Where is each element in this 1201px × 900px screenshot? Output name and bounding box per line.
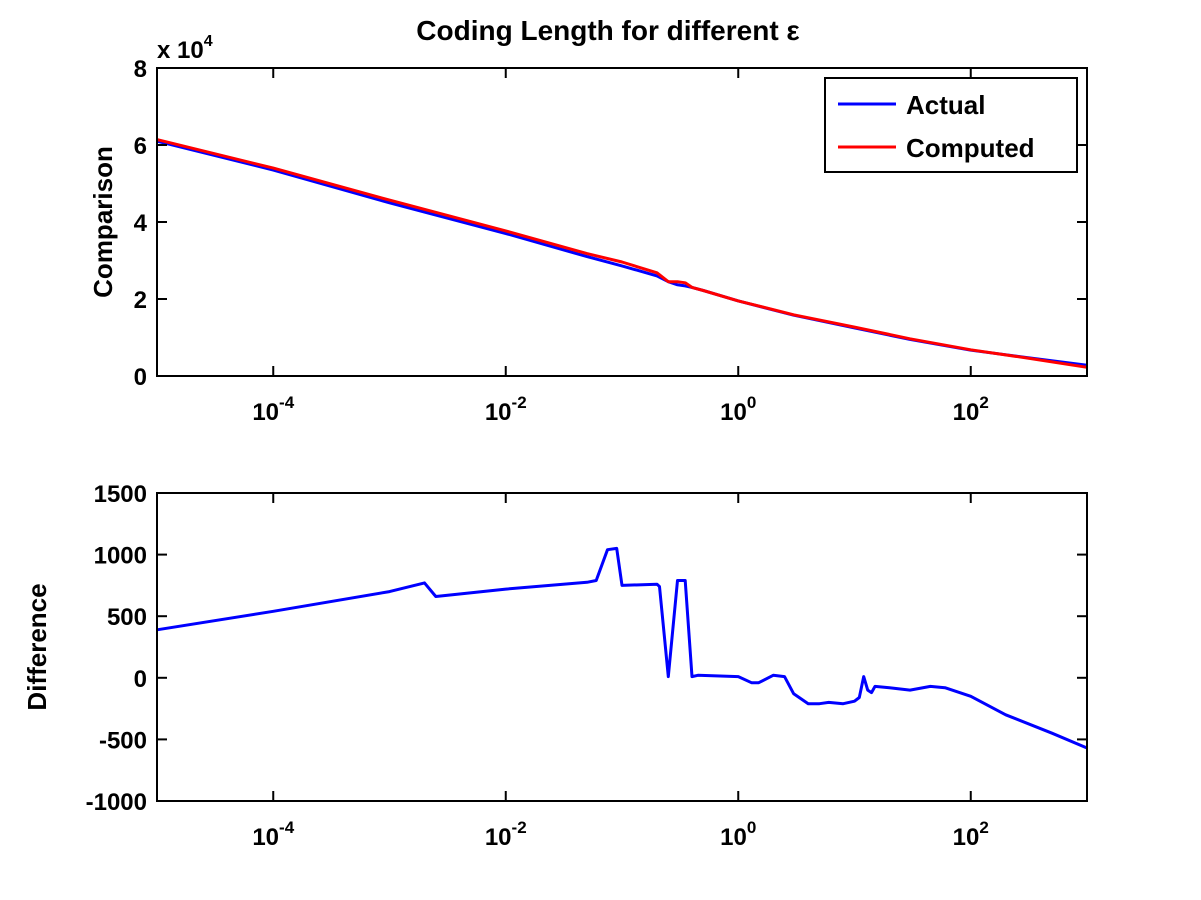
top-xtick-label: 102 xyxy=(953,393,989,426)
bottom-plot: -1000 -500 0 500 1000 1500 10-4 10-2 100 102 Diff… xyxy=(22,481,1088,851)
bottom-ytick-label: -500 xyxy=(99,727,147,754)
bottom-plot-ylabel: Difference xyxy=(22,583,52,710)
bottom-xtick-label: 10-2 xyxy=(485,818,527,851)
bottom-ytick-label: 1000 xyxy=(94,543,147,570)
bottom-xtick-label: 10-4 xyxy=(252,818,294,851)
bottom-xtick-label: 102 xyxy=(953,818,989,851)
top-plot-series-lines xyxy=(156,138,1088,369)
bottom-plot-frame xyxy=(156,492,1088,802)
legend-box xyxy=(824,77,1078,173)
bottom-series-line-difference xyxy=(156,546,1088,750)
chart-title: Coding Length for different ε xyxy=(416,15,799,46)
bottom-xtick-label: 100 xyxy=(720,818,756,851)
top-ytick-label: 8 xyxy=(134,56,147,83)
top-series-line-computed xyxy=(156,138,1088,369)
top-xtick-label: 100 xyxy=(720,393,756,426)
top-ytick-label: 4 xyxy=(134,210,148,237)
top-ytick-label: 6 xyxy=(134,133,147,160)
legend-label-actual: Actual xyxy=(906,90,985,120)
legend-label-computed: Computed xyxy=(906,133,1035,163)
top-plot-ticks: 0 2 4 6 8 10-4 10-2 100 102 xyxy=(134,56,1087,426)
bottom-ytick-label: 500 xyxy=(107,604,147,631)
y-exponent-power: 4 xyxy=(204,33,213,50)
legend: Actual Computed xyxy=(824,77,1078,173)
top-plot-ylabel: Comparison xyxy=(88,146,118,298)
bottom-plot-ticks: -1000 -500 0 500 1000 1500 10-4 10-2 100 102 xyxy=(86,481,1087,851)
bottom-ytick-label: -1000 xyxy=(86,789,147,816)
bottom-plot-series-lines xyxy=(156,546,1088,750)
top-ytick-label: 2 xyxy=(134,287,147,314)
y-exponent-label: x 104 xyxy=(157,33,213,64)
bottom-ytick-label: 1500 xyxy=(94,481,147,508)
top-xtick-label: 10-2 xyxy=(485,393,527,426)
bottom-ytick-label: 0 xyxy=(134,666,147,693)
y-exponent-base: x 10 xyxy=(157,37,204,64)
top-xtick-label: 10-4 xyxy=(252,393,294,426)
top-ytick-label: 0 xyxy=(134,364,147,391)
